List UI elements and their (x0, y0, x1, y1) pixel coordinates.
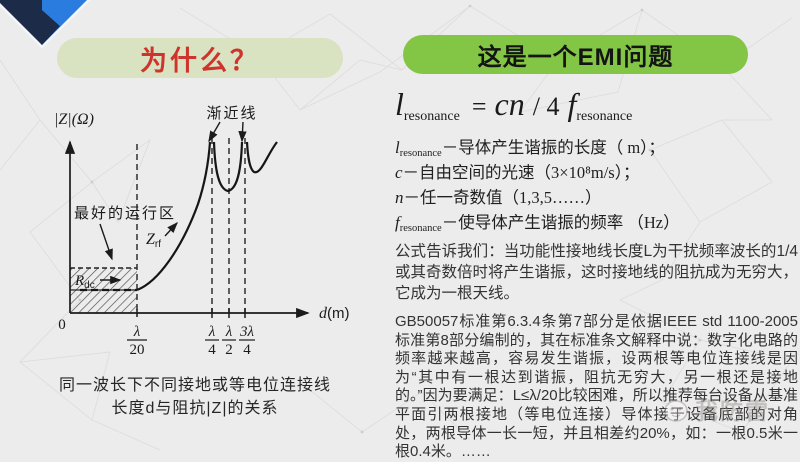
symbol-definitions: lresonance－导体产生谐振的长度（ m）； c－自由空间的光速（3×10… (395, 134, 798, 234)
impedance-curve (80, 141, 278, 292)
dashed-guides (136, 138, 246, 313)
definition-c: c－自由空间的光速（3×10⁸m/s）； (395, 163, 640, 182)
svg-text:4: 4 (243, 342, 251, 358)
definition-l: lresonance－导体产生谐振的长度（ m）； (395, 138, 665, 159)
figure-caption-line1: 同一波长下不同接地或等电位连接线 (58, 377, 331, 394)
figure-caption-line2: 长度d与阻抗|Z|的关系 (111, 400, 279, 417)
why-header-pill: 为什么？ (57, 38, 343, 78)
watermark: 我防雷 (660, 392, 770, 426)
definition-n: n－任一奇数值（1,3,5……） (395, 188, 602, 207)
svg-text:λ: λ (225, 324, 233, 340)
zrf-label: Zrf (146, 231, 161, 250)
svg-text:20: 20 (130, 342, 145, 358)
resonance-formula: l resonance = cn / 4 f resonance (395, 86, 633, 124)
svg-text:λ: λ (208, 324, 216, 340)
right-column: l resonance = cn / 4 f resonance lresonanc… (395, 86, 798, 462)
svg-text:2: 2 (225, 342, 233, 358)
impedance-figure: |Z|(Ω) d(m) 0 渐近线 最好的运行区 Rdc Zrf λ 20 λ … (54, 105, 350, 358)
explanation-paragraph-1: 公式告诉我们：当功能性接地线长度L为干扰频率波长的1/4或其奇数倍时将产生谐振，… (395, 243, 799, 302)
brand-logo-icon (0, 0, 91, 49)
figure-caption: 同一波长下不同接地或等电位连接线 长度d与阻抗|Z|的关系 (22, 374, 368, 420)
origin-label: 0 (58, 317, 66, 333)
why-header-label: 为什么？ (140, 45, 260, 76)
y-axis-label: |Z|(Ω) (54, 111, 94, 128)
x-tick-labels: λ 20 λ 4 λ 2 3λ 4 (127, 324, 255, 358)
x-axis-label: d(m) (319, 305, 350, 322)
explanation-paragraph-2: GB50057标准第6.3.4条第7部分是依据IEEE std 1100-200… (395, 313, 798, 461)
definition-f: fresonance－使导体产生谐振的频率 （Hz） (395, 213, 680, 234)
svg-text:4: 4 (208, 342, 216, 358)
rdc-label: Rdc (74, 273, 95, 291)
watermark-text: 我防雷 (695, 398, 770, 424)
svg-text:λ: λ (133, 324, 141, 340)
emi-header-label: 这是一个EMI问题 (477, 44, 674, 71)
watermark-mascot-icon (664, 398, 688, 422)
asymptote-label: 渐近线 (206, 105, 257, 122)
svg-text:3λ: 3λ (239, 324, 255, 340)
emi-header-pill: 这是一个EMI问题 (403, 35, 748, 74)
best-region-label: 最好的运行区 (74, 205, 176, 222)
